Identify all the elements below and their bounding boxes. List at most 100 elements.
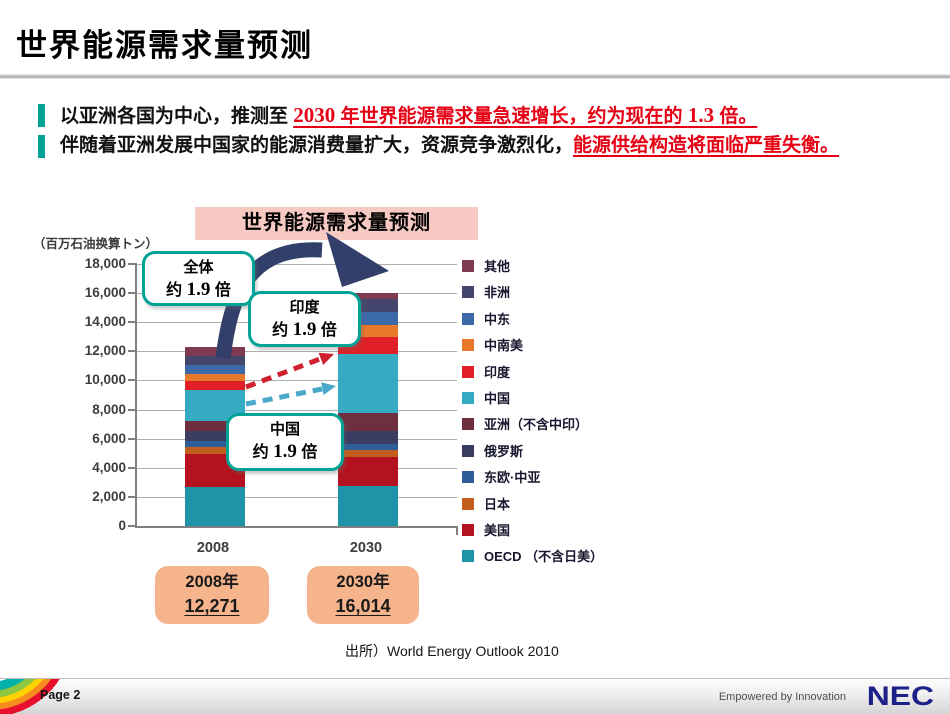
total-box-year: 2030年 [336,573,390,591]
y-tick-label: 14,000 [84,314,126,330]
legend-item: 日本 [462,497,627,512]
legend-item: 俄罗斯 [462,444,627,459]
gridline [137,496,457,498]
y-tick [128,321,137,324]
x-axis-end-tick [456,526,458,535]
bullet-accent-bar [38,135,45,158]
callout-total: 全体 约 1.9 倍 [142,251,255,306]
legend-item: 美国 [462,523,627,538]
bullet-2: 伴随着亚洲发展中国家的能源消费量扩大，资源竞争激烈化，能源供给构造将面临严重失衡… [38,132,839,160]
chart-title-banner: 世界能源需求量预测 [195,207,478,240]
y-tick-label: 0 [118,518,126,533]
y-tick [128,495,137,498]
bullet-accent-bar [38,104,45,127]
legend-label: 亚洲（不含中印） [484,417,589,433]
legend-label: 中国 [484,390,511,406]
legend-swatch [462,471,474,484]
bar-segment [185,365,245,375]
bar-segment [338,457,398,487]
legend-swatch [462,260,474,272]
page-number: Page 2 [40,688,81,702]
bar-segment [338,292,398,299]
legend-item: 印度 [462,365,627,380]
total-box-2008: 2008年 12,271 [155,566,269,624]
y-tick [128,525,137,527]
y-tick-label: 18,000 [84,256,126,271]
legend-item: 非洲 [462,285,627,300]
x-label-2008: 2008 [196,540,230,556]
bullet-2-lead: 伴随着亚洲发展中国家的能源消费量扩大，资源竞争激烈化， [60,135,574,156]
page-title: 世界能源需求量预测 [16,28,313,63]
total-box-2030: 2030年 16,014 [307,566,419,624]
legend-label: 其他 [484,259,511,274]
y-tick [128,437,137,440]
y-tick-label: 12,000 [84,343,126,359]
bar-segment [185,381,245,391]
bar-segment [185,440,245,448]
legend-swatch [462,523,474,536]
chart-source: 出所）World Energy Outlook 2010 [345,643,559,659]
callout-total-multiplier: 约 1.9 倍 [145,279,252,302]
bar-segment [338,486,398,526]
y-tick [128,350,137,353]
y-tick [128,466,137,469]
legend-swatch [462,444,474,457]
bar-segment [185,374,245,382]
callout-china: 中国 约 1.9 倍 [226,413,344,471]
legend-swatch [462,365,474,378]
legend: 其他 非洲 中东 中南美 印度 中国 亚洲（不含中印） 俄罗斯 东欧·中亚 日本 美国 OECD （不… [462,259,627,576]
legend-swatch [462,391,474,404]
callout-value: 1.9 [186,279,211,300]
legend-label: 俄罗斯 [484,443,524,459]
bar-segment [338,430,398,444]
callout-china-multiplier: 约 1.9 倍 [229,441,341,464]
bullet-2-text: 伴随着亚洲发展中国家的能源消费量扩大，资源竞争激烈化，能源供给构造将面临严重失衡… [60,132,839,160]
bar-segment [185,447,245,455]
total-box-value: 16,014 [335,596,391,616]
bullet-1: 以亚洲各国为中心，推测至 2030 年世界能源需求量急速增长，约为现在的 1.3… [38,101,757,131]
callout-suffix: 倍 [320,322,337,339]
legend-label: 日本 [484,496,511,512]
bar-segment [338,354,398,413]
x-label-2030: 2030 [349,540,383,556]
y-tick-label: 8,000 [92,401,126,417]
y-tick [128,408,137,411]
callout-india-multiplier: 约 1.9 倍 [251,319,358,342]
legend-item: 中南美 [462,338,627,353]
bullet-1-multiplier: 1.3 [687,103,715,127]
legend-swatch [462,312,474,325]
legend-label: 印度 [484,364,511,380]
callout-prefix: 约 [252,444,269,461]
nec-tagline: Empowered by Innovation [718,691,846,703]
legend-item: 中东 [462,312,627,327]
callout-suffix: 倍 [301,444,318,461]
bullet-1-text: 以亚洲各国为中心，推测至 2030 年世界能源需求量急速增长，约为现在的 1.3… [60,101,757,131]
footer-corner-decoration [0,679,80,714]
y-tick-label: 2,000 [92,488,126,504]
total-box-value: 12,271 [184,596,240,616]
nec-logo: NEC [866,681,934,711]
bar-segment [338,450,398,458]
y-tick-label: 16,000 [84,285,126,301]
bar-segment [338,412,398,431]
callout-prefix: 约 [166,282,183,299]
bar-segment [185,347,245,356]
y-tick [128,292,137,295]
legend-item: 亚洲（不含中印） [462,417,627,432]
legend-label: 中东 [484,311,511,327]
callout-total-label: 全体 [183,259,214,276]
legend-label: 非洲 [484,285,511,301]
footer: Page 2 Empowered by Innovation NEC [0,678,950,714]
legend-swatch [462,497,474,510]
bullet-1-red-text: 年世界能源需求量急速增长，约为现在的 [335,106,688,127]
legend-label: 东欧·中亚 [484,470,541,486]
bar-segment [185,421,245,431]
bar-segment [338,443,398,451]
legend-item: 其他 [462,259,627,274]
callout-india-label: 印度 [289,299,320,316]
legend-label: 中南美 [484,338,524,354]
legend-label: 美国 [484,522,511,538]
y-tick [128,263,137,265]
bullet-1-red-tail: 倍。 [714,106,758,127]
callout-value: 1.9 [273,441,297,462]
